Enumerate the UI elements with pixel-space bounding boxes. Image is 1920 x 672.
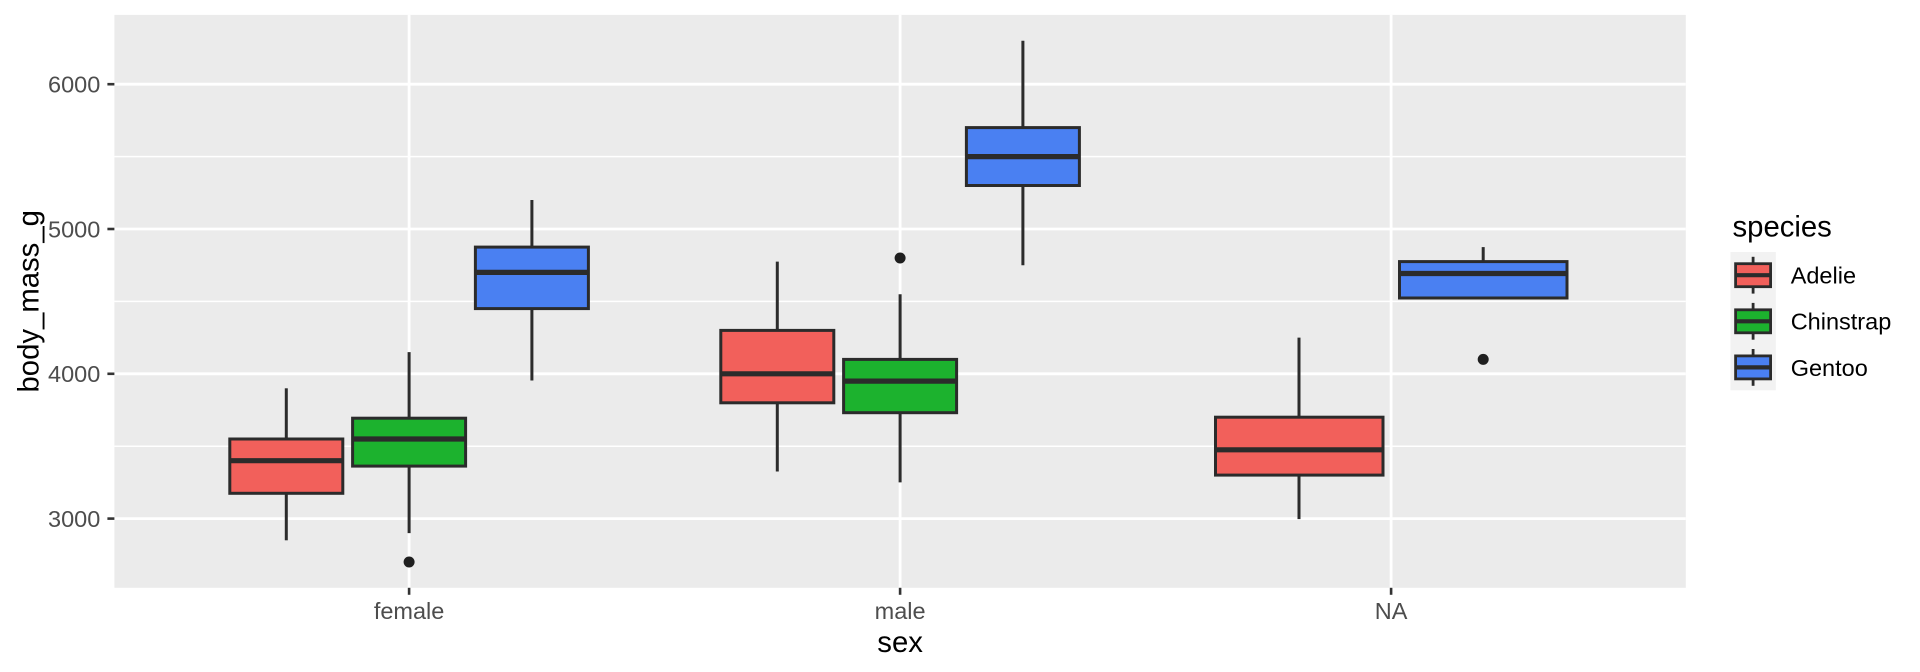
svg-text:Adelie: Adelie bbox=[1791, 263, 1856, 289]
svg-text:body_mass_g: body_mass_g bbox=[13, 210, 46, 392]
svg-text:species: species bbox=[1733, 211, 1832, 244]
svg-text:6000: 6000 bbox=[48, 72, 100, 98]
svg-text:5000: 5000 bbox=[48, 216, 100, 242]
svg-text:4000: 4000 bbox=[48, 361, 100, 387]
svg-text:NA: NA bbox=[1375, 598, 1408, 624]
svg-text:sex: sex bbox=[877, 626, 923, 659]
svg-text:female: female bbox=[374, 598, 445, 624]
svg-text:3000: 3000 bbox=[48, 506, 100, 532]
svg-text:Chinstrap: Chinstrap bbox=[1791, 309, 1892, 335]
svg-text:male: male bbox=[875, 598, 926, 624]
svg-text:Gentoo: Gentoo bbox=[1791, 355, 1868, 381]
